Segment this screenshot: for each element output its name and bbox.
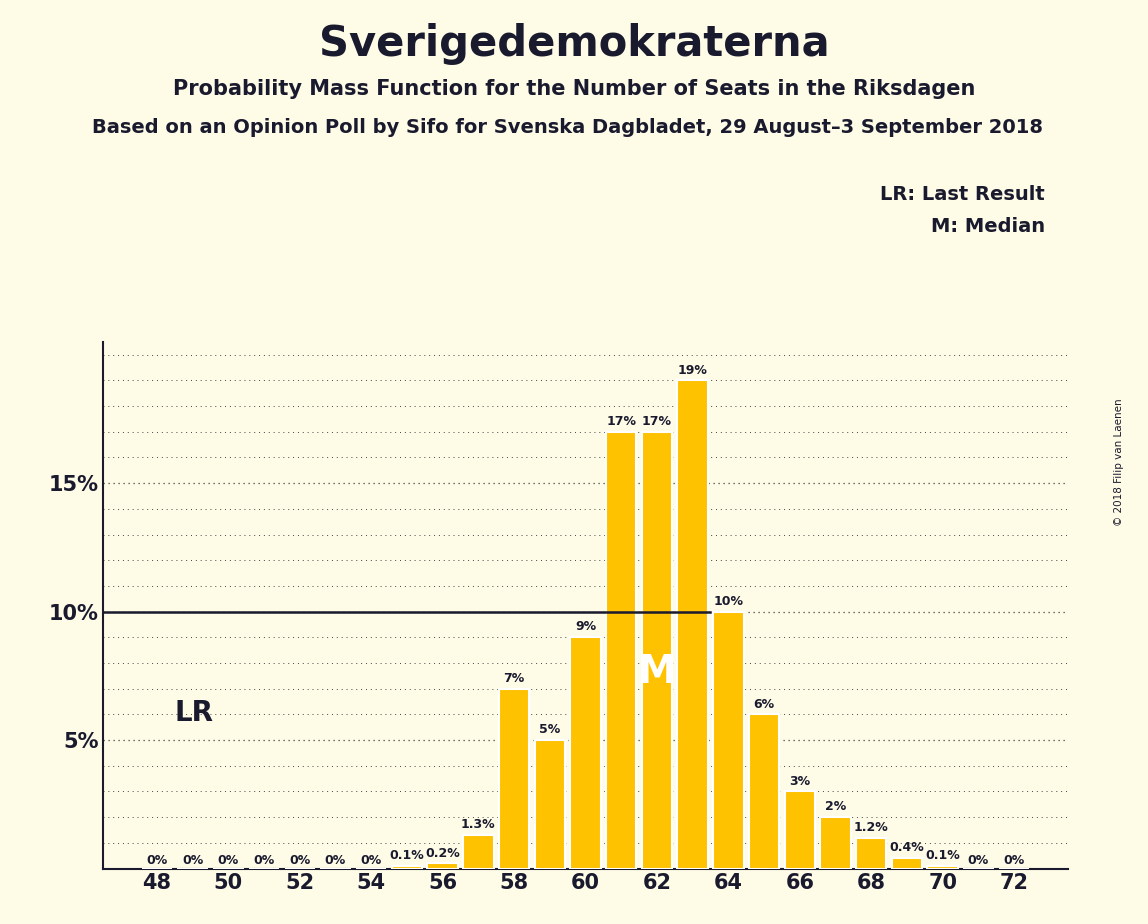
Bar	[892, 858, 922, 869]
Text: 9%: 9%	[575, 621, 596, 634]
Text: 0.1%: 0.1%	[925, 849, 960, 862]
Text: LR: Last Result: LR: Last Result	[879, 185, 1045, 204]
Text: M: M	[637, 653, 676, 691]
Text: 17%: 17%	[606, 415, 636, 428]
Text: 3%: 3%	[789, 774, 810, 787]
Bar	[606, 432, 636, 869]
Text: Probability Mass Function for the Number of Seats in the Riksdagen: Probability Mass Function for the Number…	[173, 79, 975, 99]
Text: 0%: 0%	[289, 854, 310, 867]
Bar	[391, 866, 422, 869]
Text: 0%: 0%	[360, 854, 382, 867]
Bar	[856, 838, 886, 869]
Text: 0%: 0%	[1003, 854, 1025, 867]
Text: Sverigedemokraterna: Sverigedemokraterna	[319, 23, 829, 65]
Bar	[463, 835, 494, 869]
Text: 10%: 10%	[713, 595, 744, 608]
Text: 0%: 0%	[325, 854, 346, 867]
Text: 0.1%: 0.1%	[389, 849, 425, 862]
Text: 5%: 5%	[540, 723, 560, 736]
Text: LR: LR	[174, 699, 214, 727]
Bar	[748, 714, 779, 869]
Bar	[499, 688, 529, 869]
Text: 0%: 0%	[968, 854, 988, 867]
Bar	[928, 866, 957, 869]
Bar	[784, 792, 815, 869]
Bar	[642, 432, 672, 869]
Text: 0.2%: 0.2%	[425, 846, 460, 859]
Text: 2%: 2%	[825, 800, 846, 813]
Text: © 2018 Filip van Laenen: © 2018 Filip van Laenen	[1115, 398, 1124, 526]
Text: 6%: 6%	[753, 698, 775, 711]
Text: M: Median: M: Median	[931, 217, 1045, 237]
Bar	[713, 612, 744, 869]
Text: 0.4%: 0.4%	[890, 842, 924, 855]
Text: 1.2%: 1.2%	[854, 821, 889, 833]
Bar	[571, 638, 600, 869]
Text: 0%: 0%	[218, 854, 239, 867]
Text: 1.3%: 1.3%	[461, 819, 496, 832]
Text: 7%: 7%	[504, 672, 525, 685]
Bar	[821, 817, 851, 869]
Bar	[427, 863, 458, 869]
Text: 17%: 17%	[642, 415, 672, 428]
Text: 0%: 0%	[183, 854, 203, 867]
Text: Based on an Opinion Poll by Sifo for Svenska Dagbladet, 29 August–3 September 20: Based on an Opinion Poll by Sifo for Sve…	[92, 118, 1042, 138]
Text: 19%: 19%	[677, 363, 707, 377]
Bar	[677, 381, 708, 869]
Bar	[535, 740, 565, 869]
Text: 0%: 0%	[254, 854, 274, 867]
Text: 0%: 0%	[146, 854, 168, 867]
